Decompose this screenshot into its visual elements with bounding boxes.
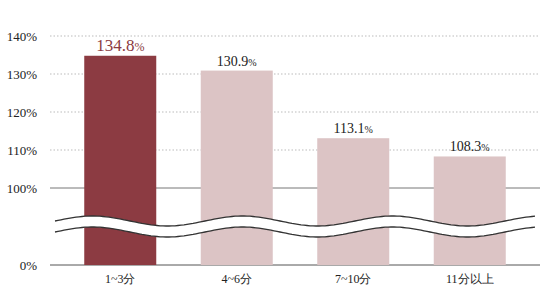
- data-label-number: 130.9: [217, 54, 249, 69]
- chart: 0%100%110%120%130%140%134.8%130.9%113.1%…: [0, 0, 550, 290]
- category-label: 1~3分: [105, 272, 136, 286]
- data-label-unit: %: [134, 40, 144, 54]
- axis-break-line: [55, 227, 535, 237]
- axis-break-line: [55, 216, 535, 226]
- tick-label: 130%: [7, 67, 38, 82]
- tick-label: 100%: [7, 181, 38, 196]
- tick-label: 120%: [7, 105, 38, 120]
- axis-break: [55, 216, 535, 237]
- category-label: 7~10分: [335, 272, 372, 286]
- bar: [434, 156, 506, 265]
- data-label-unit: %: [365, 124, 373, 135]
- data-label: 108.3%: [450, 139, 490, 154]
- data-label: 130.9%: [217, 54, 257, 69]
- tick-label: 0%: [20, 258, 38, 273]
- data-label-unit: %: [481, 142, 489, 153]
- bar: [317, 138, 389, 265]
- data-label: 134.8%: [96, 36, 144, 55]
- data-label-number: 134.8: [96, 36, 134, 55]
- data-label-number: 108.3: [450, 139, 482, 154]
- category-label: 4~6分: [222, 272, 253, 286]
- tick-label: 140%: [7, 29, 38, 44]
- data-label-unit: %: [248, 57, 256, 68]
- tick-label: 110%: [7, 143, 37, 158]
- data-label: 113.1%: [334, 121, 373, 136]
- bar: [201, 71, 273, 265]
- data-label-number: 113.1: [334, 121, 365, 136]
- category-label: 11分以上: [446, 272, 494, 286]
